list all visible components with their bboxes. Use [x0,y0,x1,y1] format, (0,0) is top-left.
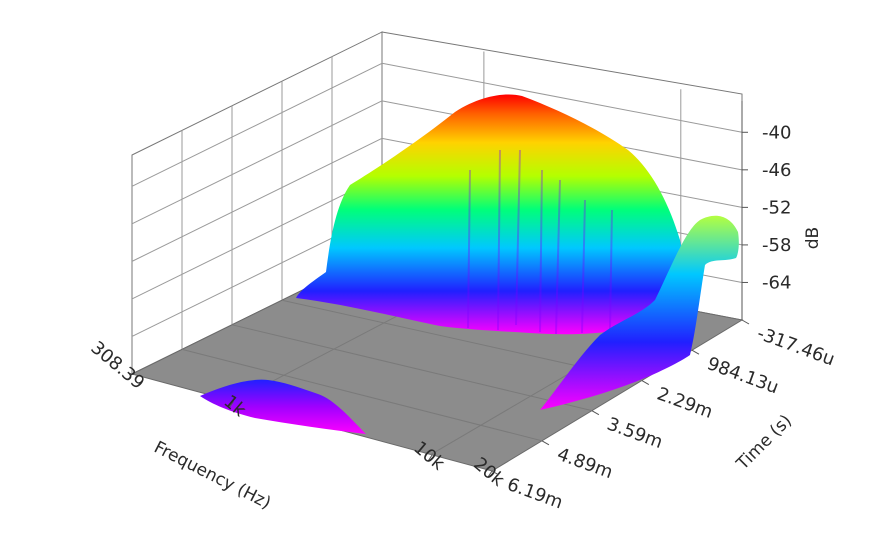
left-wall-hgrid [131,137,383,262]
time-tick-mark [541,440,550,446]
freq-tick-mark [229,401,234,408]
time-tick-mark [491,470,500,476]
freq-tick-mark [127,373,133,381]
wall-gridlines [131,51,743,350]
freq-tick-mark [427,454,433,462]
time-tick-mark [691,349,700,355]
left-wall-hgrid [131,100,383,225]
main-response-surface [296,94,689,335]
time-tick-label: -317.46u [754,323,837,370]
level-tick-label: -52 [762,197,791,218]
level-tick-label: -46 [762,160,791,181]
time-tick-label: 4.89m [554,444,615,483]
high-frequency-ridge [540,215,739,410]
time-tick-label: 6.19m [504,474,565,513]
time-tick-mark [741,319,750,325]
freq-tick-mark [487,470,493,478]
floor-time-grid [231,324,593,412]
frequency-axis-label: Frequency (Hz) [151,438,274,514]
surface-streaks [467,149,613,335]
left-wall-hgrid [131,62,383,187]
time-tick-mark [641,380,650,385]
time-tick-mark [591,410,600,416]
time-tick-label: 2.29m [654,383,715,422]
level-axis: -40 -46 -52 -58 -64 [741,101,791,320]
time-tick-label: 984.13u [704,353,781,398]
spectrum-surface [200,94,739,434]
level-axis-label: dB [803,227,823,249]
time-axis-label: Time (s) [732,411,796,475]
left-wall-hgrid [131,175,383,300]
level-tick-label: -58 [762,235,791,256]
level-tick-label: -64 [762,272,791,293]
late-bump [200,379,366,434]
back-wall-hgrid [381,62,743,133]
time-tick-label: 3.59m [604,414,665,453]
level-tick-label: -40 [762,122,791,143]
floor-time-grid [181,348,543,442]
